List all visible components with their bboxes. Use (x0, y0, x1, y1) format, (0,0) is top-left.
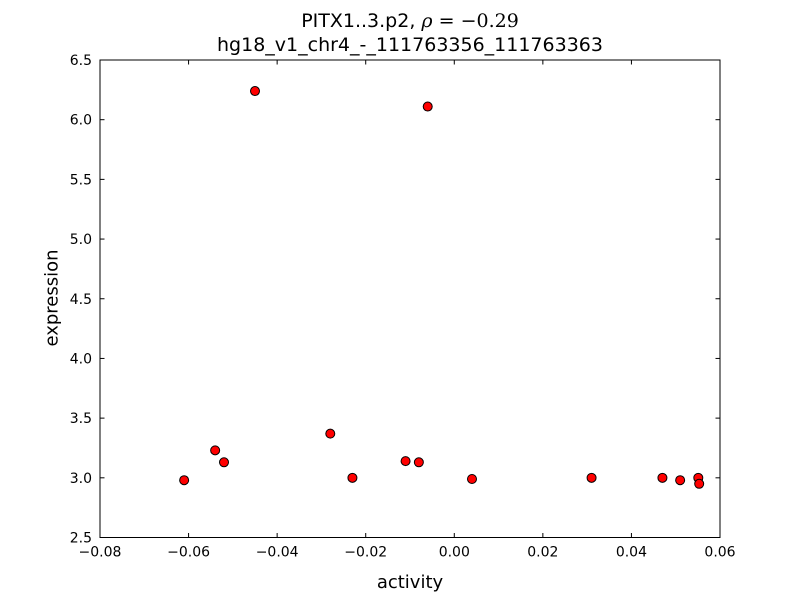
y-axis-label: expression (41, 249, 63, 347)
x-tick-label: −0.06 (167, 545, 210, 561)
y-tick-label: 6.5 (70, 53, 92, 69)
chart-title: PITX1..3.p2, ρ = −0.29 hg18_v1_chr4_-_11… (100, 9, 720, 57)
x-tick-label: −0.08 (79, 545, 122, 561)
x-tick-label: 0.00 (439, 545, 470, 561)
axes-frame (99, 59, 721, 538)
y-tick-label: 4.0 (70, 351, 92, 367)
data-point (675, 475, 686, 486)
data-point (467, 474, 477, 485)
chart-subtitle: hg18_v1_chr4_-_111763356_111763363 (217, 34, 603, 56)
data-point (250, 86, 260, 97)
y-tick-label: 4.5 (70, 292, 92, 308)
data-point (219, 457, 229, 468)
data-point (694, 478, 705, 489)
x-tick-label: 0.06 (704, 545, 735, 561)
data-point (657, 472, 668, 483)
data-point (586, 472, 597, 483)
y-tick-label: 2.5 (70, 531, 92, 547)
x-tick-label: 0.04 (616, 545, 647, 561)
data-point (347, 472, 358, 483)
y-tick-label: 5.5 (70, 172, 92, 188)
x-tick-label: −0.04 (256, 545, 299, 561)
y-tick-label: 5.0 (70, 232, 92, 248)
x-axis-label: activity (376, 572, 444, 593)
data-point (325, 428, 336, 439)
data-point (422, 101, 433, 112)
data-point (210, 445, 221, 456)
rho-value: = −0.29 (432, 10, 519, 32)
x-tick-label: −0.02 (344, 545, 387, 561)
data-point (413, 457, 424, 468)
rho-symbol: ρ (421, 10, 433, 32)
y-tick-label: 3.5 (70, 411, 92, 427)
y-tick-label: 6.0 (70, 113, 92, 129)
data-point (179, 475, 190, 486)
x-tick-label: 0.02 (527, 545, 558, 561)
data-point (400, 456, 411, 467)
y-tick-label: 3.0 (70, 471, 92, 487)
chart-title-text: PITX1..3.p2, (301, 10, 422, 32)
